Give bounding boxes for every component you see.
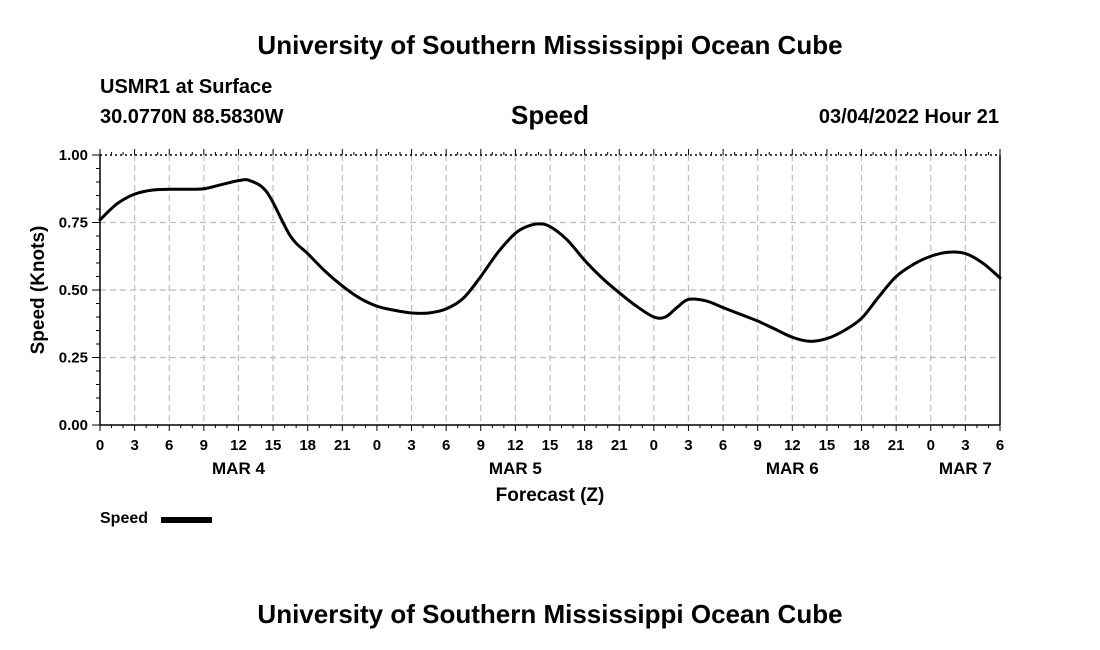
x-tick-label: 12 bbox=[507, 437, 524, 454]
x-tick-label: 3 bbox=[961, 437, 969, 454]
x-tick-label: 0 bbox=[96, 437, 104, 454]
x-axis-title: Forecast (Z) bbox=[496, 485, 605, 506]
day-label: MAR 6 bbox=[766, 459, 819, 478]
x-tick-label: 0 bbox=[373, 437, 381, 454]
forecast-datetime: 03/04/2022 Hour 21 bbox=[818, 106, 999, 128]
y-axis-title: Speed (Knots) bbox=[28, 226, 49, 355]
day-label: MAR 5 bbox=[489, 459, 542, 478]
x-tick-label: 18 bbox=[576, 437, 593, 454]
footer-title: University of Southern Mississippi Ocean… bbox=[257, 599, 843, 629]
x-tick-label: 6 bbox=[719, 437, 727, 454]
y-tick-label: 0.50 bbox=[59, 282, 88, 299]
parameter-title: Speed bbox=[510, 100, 590, 130]
station-coordinates: 30.0770N 88.5830W bbox=[100, 106, 284, 128]
x-tick-label: 21 bbox=[611, 437, 628, 454]
x-tick-label: 3 bbox=[407, 437, 415, 454]
label-layer: 0 3 6 9 12 15 18 21 0 3 6 9 12 15 18 21 0 3 6 9 12 15 18 21 0 3 6 0… bbox=[28, 147, 1004, 506]
x-tick-label: 6 bbox=[442, 437, 450, 454]
x-tick-label: 0 bbox=[650, 437, 658, 454]
series-layer bbox=[98, 178, 1002, 343]
x-tick-label: 21 bbox=[888, 437, 905, 454]
legend-label: Speed bbox=[100, 510, 149, 527]
x-tick-label: 15 bbox=[265, 437, 282, 454]
y-tick-label: 0.00 bbox=[59, 417, 88, 434]
x-tick-label: 0 bbox=[927, 437, 935, 454]
x-tick-label: 15 bbox=[542, 437, 559, 454]
series-line-speed bbox=[98, 178, 1002, 343]
x-tick-label: 12 bbox=[230, 437, 247, 454]
x-tick-label: 9 bbox=[754, 437, 762, 454]
x-tick-label: 9 bbox=[200, 437, 208, 454]
y-tick-label: 0.75 bbox=[59, 215, 88, 232]
chart-main-title: University of Southern Mississippi Ocean… bbox=[257, 30, 843, 60]
x-tick-label: 18 bbox=[853, 437, 870, 454]
x-tick-label: 21 bbox=[334, 437, 351, 454]
x-tick-label: 15 bbox=[819, 437, 836, 454]
x-tick-label: 3 bbox=[684, 437, 692, 454]
day-label: MAR 4 bbox=[212, 459, 265, 478]
station-label: USMR1 at Surface bbox=[100, 76, 273, 98]
x-tick-label: 6 bbox=[165, 437, 173, 454]
x-tick-label: 6 bbox=[996, 437, 1004, 454]
y-tick-label: 1.00 bbox=[59, 147, 88, 164]
y-tick-label: 0.25 bbox=[59, 350, 88, 367]
x-tick-label: 18 bbox=[299, 437, 316, 454]
day-label: MAR 7 bbox=[939, 459, 992, 478]
grid-layer bbox=[100, 155, 1000, 425]
legend-line-swatch bbox=[161, 517, 212, 523]
x-tick-label: 12 bbox=[784, 437, 801, 454]
x-tick-label: 3 bbox=[130, 437, 138, 454]
x-tick-label: 9 bbox=[477, 437, 485, 454]
axis-layer bbox=[92, 149, 1001, 431]
